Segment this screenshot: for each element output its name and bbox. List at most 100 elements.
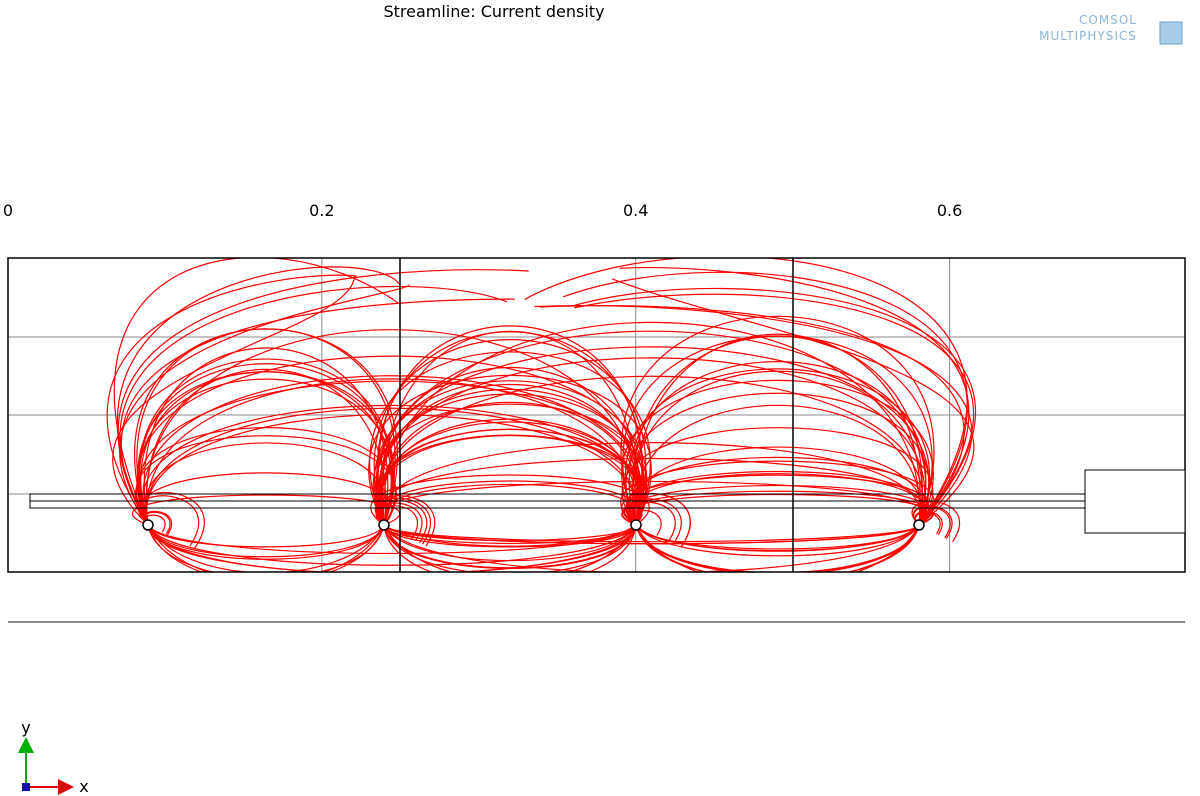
streamline bbox=[145, 413, 639, 526]
streamline bbox=[631, 509, 662, 536]
streamline bbox=[145, 368, 387, 526]
logo: COMSOL MULTIPHYSICS bbox=[1039, 13, 1183, 45]
streamline bbox=[913, 506, 951, 539]
streamline bbox=[383, 524, 920, 545]
streamline bbox=[383, 524, 637, 569]
end-block bbox=[1084, 469, 1186, 534]
streamline bbox=[383, 524, 920, 543]
electrode bbox=[142, 519, 154, 531]
streamline bbox=[628, 501, 676, 542]
streamline bbox=[534, 305, 973, 526]
streamline bbox=[137, 380, 647, 526]
streamline bbox=[147, 524, 385, 548]
streamline bbox=[635, 524, 920, 572]
streamline bbox=[377, 357, 926, 526]
streamline bbox=[621, 379, 934, 526]
streamline bbox=[635, 524, 920, 552]
x-tick-label: 0 bbox=[3, 201, 13, 220]
streamlines bbox=[106, 258, 977, 572]
chart-title: Streamline: Current density bbox=[383, 2, 604, 21]
x-tick-label: 0.2 bbox=[309, 201, 334, 220]
streamline bbox=[119, 284, 410, 526]
streamline bbox=[147, 524, 637, 566]
streamline bbox=[136, 355, 648, 526]
streamline bbox=[379, 366, 641, 526]
electrode bbox=[630, 519, 642, 531]
streamline bbox=[377, 325, 643, 526]
streamline bbox=[113, 258, 399, 526]
streamline bbox=[137, 491, 205, 549]
streamline bbox=[131, 494, 401, 526]
streamline bbox=[147, 524, 385, 572]
streamline bbox=[382, 321, 921, 526]
streamline bbox=[369, 351, 651, 526]
streamline bbox=[142, 375, 642, 526]
streamline bbox=[621, 493, 934, 526]
electrode bbox=[378, 519, 390, 531]
streamline bbox=[137, 371, 395, 526]
streamline bbox=[147, 524, 385, 558]
streamline bbox=[383, 524, 920, 572]
streamline bbox=[625, 392, 930, 526]
streamline bbox=[383, 524, 920, 545]
streamline bbox=[143, 510, 173, 536]
streamline bbox=[635, 524, 920, 572]
x-tick-label: 0.4 bbox=[623, 201, 648, 220]
streamline bbox=[634, 333, 921, 526]
geometry bbox=[7, 257, 1186, 573]
electrode bbox=[913, 519, 925, 531]
streamline bbox=[377, 505, 419, 540]
streamline bbox=[380, 384, 640, 526]
streamline bbox=[377, 428, 643, 526]
streamline bbox=[376, 330, 927, 526]
streamline bbox=[136, 427, 396, 526]
streamline bbox=[378, 388, 642, 526]
streamline bbox=[381, 442, 922, 526]
streamline bbox=[632, 335, 923, 526]
streamline bbox=[627, 498, 682, 545]
streamline bbox=[119, 285, 508, 526]
logo-text: MULTIPHYSICS bbox=[1039, 29, 1137, 43]
triad-label: y bbox=[21, 718, 30, 737]
x-tick-label: 0.6 bbox=[937, 201, 962, 220]
streamline bbox=[635, 524, 920, 550]
streamline bbox=[147, 524, 637, 555]
streamline bbox=[524, 258, 968, 526]
streamline bbox=[135, 435, 397, 526]
streamline bbox=[372, 403, 648, 526]
streamline bbox=[145, 329, 639, 526]
streamline bbox=[147, 524, 637, 572]
streamline bbox=[147, 524, 385, 572]
streamline bbox=[620, 315, 935, 526]
streamline bbox=[112, 276, 356, 526]
streamline bbox=[635, 524, 920, 572]
streamline bbox=[147, 524, 637, 572]
streamline bbox=[911, 501, 961, 543]
streamline bbox=[142, 404, 642, 526]
triad-label: x bbox=[79, 777, 88, 796]
streamline bbox=[147, 524, 385, 560]
streamline bbox=[117, 269, 529, 526]
streamline bbox=[383, 524, 637, 572]
streamline bbox=[139, 495, 199, 547]
streamline bbox=[634, 404, 921, 526]
streamline bbox=[563, 271, 968, 526]
streamline bbox=[146, 378, 638, 526]
logo-text: COMSOL bbox=[1079, 13, 1137, 27]
axes-triad: y x bbox=[18, 718, 89, 796]
streamline bbox=[380, 401, 640, 526]
streamline bbox=[375, 497, 431, 545]
streamline bbox=[571, 287, 977, 526]
streamline bbox=[383, 524, 637, 547]
streamline bbox=[120, 298, 515, 526]
plot-frame bbox=[7, 257, 1186, 573]
streamline bbox=[914, 510, 943, 535]
streamline bbox=[383, 524, 637, 548]
streamline bbox=[622, 335, 933, 526]
streamline bbox=[611, 278, 975, 526]
triad-origin bbox=[22, 783, 30, 791]
streamline bbox=[619, 266, 970, 526]
streamline bbox=[383, 524, 637, 572]
